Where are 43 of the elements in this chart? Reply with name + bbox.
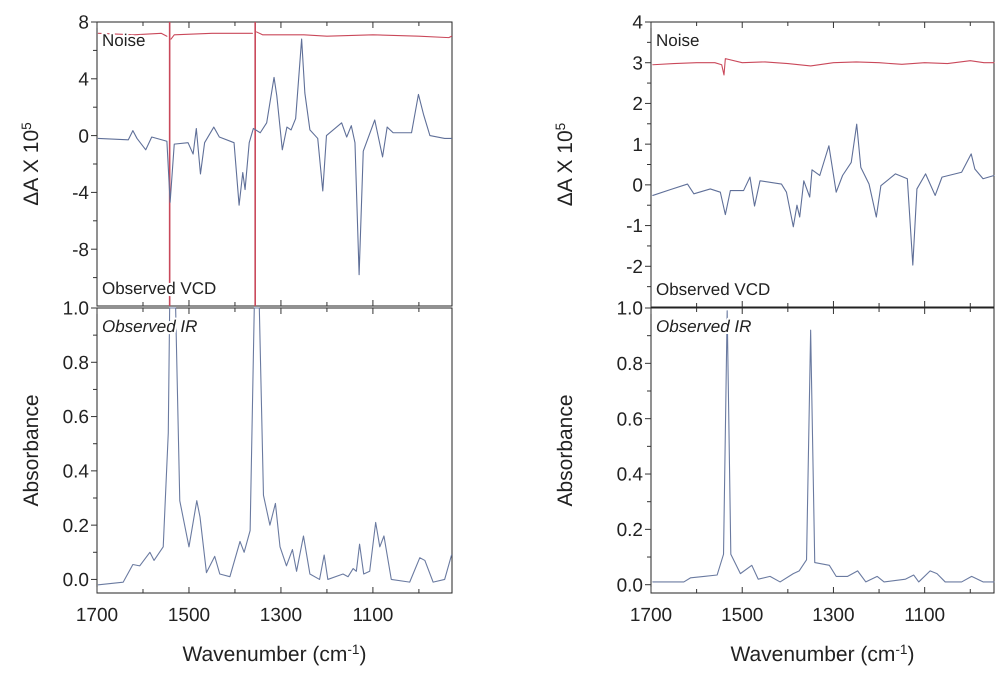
y-tick-label: 0.6 [616,409,643,430]
x-tick-label: 1500 [168,605,210,626]
y-tick-label: 0.2 [62,516,89,537]
y-tick-label: 0.0 [616,575,643,596]
x-tick-label: 1300 [812,605,855,626]
y-tick-label: 1 [632,134,643,156]
y-tick-label: 4 [78,69,90,90]
y-tick-label: 0 [632,176,643,197]
x-tick-label: 1500 [721,605,764,626]
x-axis-title: Wavenumber (cm$^{-1}$) [730,642,915,666]
annotation: Observed VCD [656,280,770,299]
x-tick-label: 1700 [76,605,118,626]
y-tick-label: 2 [632,94,643,116]
x-axis-title: Wavenumber (cm$^{-1}$) [182,642,367,666]
y-tick-label: -8 [72,240,89,261]
y-tick-label: 0.8 [616,354,643,375]
y-tick-label: 0.2 [616,520,643,542]
y-tick-label: 0 [78,126,89,148]
y-axis-title: Absorbance [20,394,43,507]
line-series [652,124,995,266]
annotation: Noise [102,31,146,50]
x-tick-label: 1100 [352,605,394,626]
y-tick-label: 0.4 [62,462,90,483]
x-tick-label: 1100 [904,605,946,626]
line-series [652,310,995,582]
x-tick-label: 1300 [260,605,302,626]
y-tick-label: 8 [78,12,89,34]
y-tick-label: -1 [626,216,643,238]
annotation: Noise [656,31,700,50]
x-tick-label: 1700 [630,605,672,626]
y-tick-label: 1.0 [62,298,89,320]
y-tick-label: -4 [72,183,90,204]
y-axis-title: Absorbance [554,394,577,507]
y-tick-label: 0.8 [62,352,89,374]
y-tick-label: 3 [632,53,643,74]
y-tick-label: 1.0 [616,298,643,320]
line-series [98,307,452,586]
y-tick-label: 0.4 [616,464,644,486]
y-tick-label: 0.0 [62,570,89,592]
y-tick-label: -2 [626,256,643,278]
y-tick-label: 4 [632,12,644,34]
y-tick-label: 0.6 [62,407,89,428]
line-series [652,58,995,76]
